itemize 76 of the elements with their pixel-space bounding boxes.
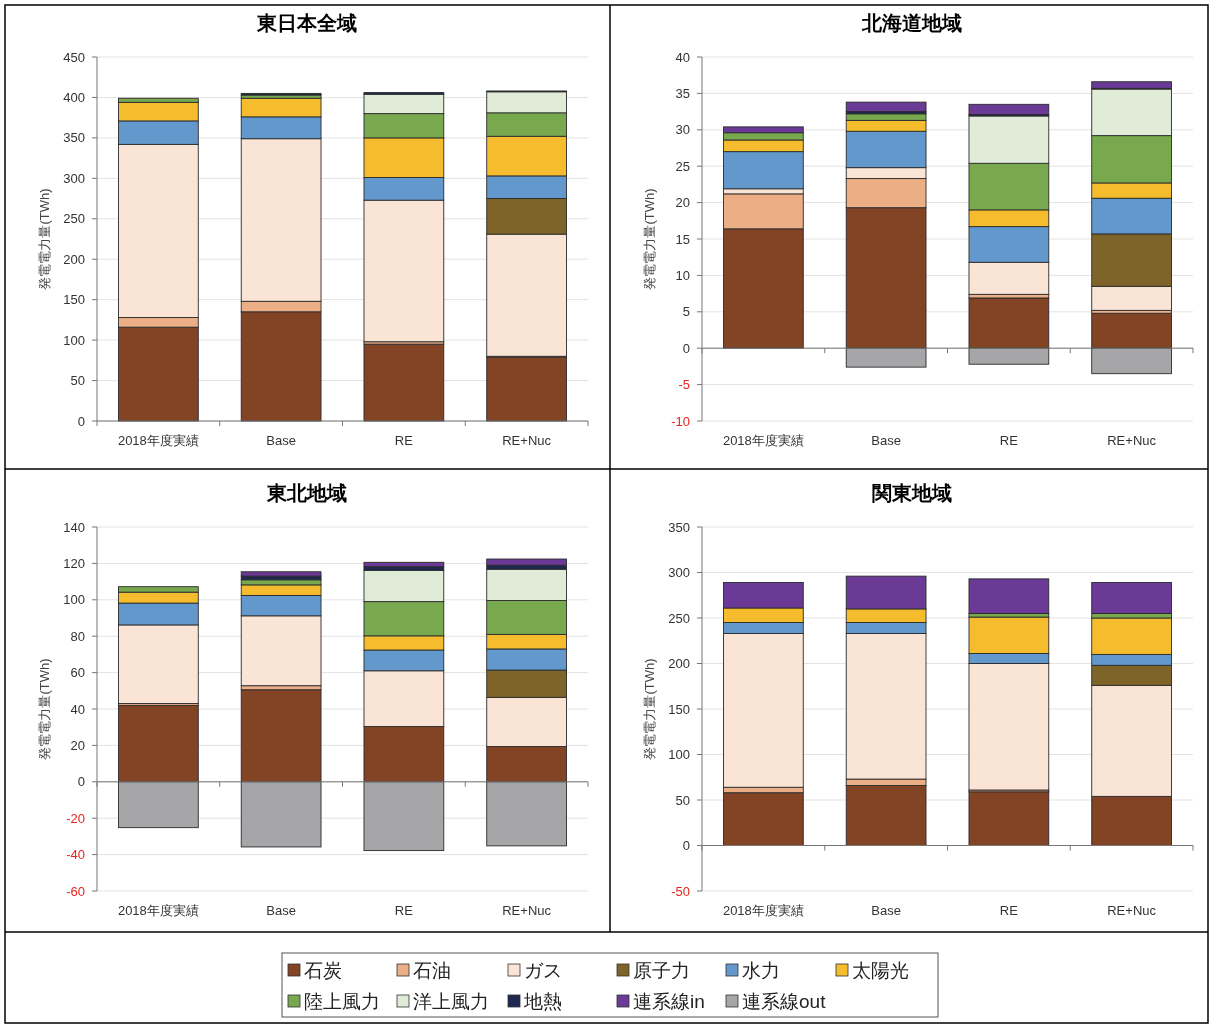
x-tick-label: 2018年度実績 [722, 433, 804, 448]
y-tick-label: 150 [63, 292, 85, 308]
y-tick-label: 100 [668, 747, 690, 762]
y-tick-label: 0 [77, 774, 85, 790]
legend-label: 連系線in [633, 991, 705, 1012]
legend-label: 水力 [742, 960, 780, 981]
chart-title: 北海道地域 [861, 12, 962, 34]
y-axis-title: 発電電力量(TWh) [37, 188, 52, 290]
y-tick-label: 0 [682, 838, 690, 853]
y-tick-label: -50 [671, 883, 690, 899]
y-tick-label: 200 [668, 656, 690, 671]
x-tick-label: Base [871, 903, 901, 918]
y-tick-label: 400 [63, 89, 85, 105]
x-tick-label: RE+Nuc [1107, 903, 1157, 918]
y-tick-label: 0 [682, 340, 690, 356]
y-tick-label: 15 [675, 231, 690, 247]
y-tick-label: 250 [63, 211, 85, 227]
x-tick-label: 2018年度実績 [117, 903, 199, 918]
y-tick-label: 80 [70, 628, 85, 644]
y-tick-label: 250 [668, 610, 690, 626]
y-tick-label: 100 [63, 332, 85, 348]
y-tick-label: 120 [63, 555, 85, 571]
y-axis-title: 発電電力量(TWh) [642, 658, 657, 760]
y-tick-label: -10 [671, 413, 690, 429]
y-tick-label: 5 [682, 304, 690, 320]
y-tick-label: 0 [77, 413, 85, 429]
x-tick-label: Base [266, 903, 296, 918]
y-tick-label: 20 [675, 195, 690, 211]
legend-label: ガス [524, 960, 562, 981]
y-tick-label: 350 [63, 130, 85, 146]
legend-label: 連系線out [742, 991, 827, 1012]
y-tick-label: 60 [70, 665, 85, 681]
y-axis-title: 発電電力量(TWh) [642, 188, 657, 290]
chart-title: 関東地域 [872, 482, 952, 504]
legend-label: 地熱 [523, 991, 562, 1012]
y-tick-label: 300 [668, 565, 690, 580]
y-tick-label: -5 [678, 377, 690, 393]
y-tick-label: 100 [63, 592, 85, 608]
legend-label: 原子力 [633, 960, 690, 981]
y-tick-label: 300 [63, 170, 85, 186]
y-tick-label: 40 [70, 701, 85, 717]
y-tick-label: 450 [63, 49, 85, 65]
legend-label: 石炭 [304, 960, 342, 981]
x-tick-label: RE [999, 433, 1019, 448]
y-tick-label: 350 [668, 519, 690, 535]
chart-title: 東北地域 [266, 482, 347, 504]
y-tick-label: -40 [66, 847, 85, 863]
y-tick-label: 35 [675, 85, 690, 101]
legend-label: 陸上風力 [304, 991, 380, 1012]
legend-label: 太陽光 [852, 960, 909, 981]
x-tick-label: RE [394, 433, 414, 448]
y-axis-title: 発電電力量(TWh) [37, 658, 52, 760]
x-tick-label: RE+Nuc [502, 903, 552, 918]
y-tick-label: 140 [63, 519, 85, 535]
x-tick-label: Base [871, 433, 901, 448]
y-tick-label: 150 [668, 701, 690, 717]
y-tick-label: -20 [66, 810, 85, 826]
y-tick-label: -60 [66, 883, 85, 899]
y-tick-label: 40 [675, 49, 690, 65]
legend-label: 洋上風力 [413, 991, 489, 1012]
y-tick-label: 30 [675, 122, 690, 138]
chart-title: 東日本全域 [256, 12, 357, 34]
y-tick-label: 10 [675, 267, 690, 283]
x-tick-label: 2018年度実績 [722, 903, 804, 918]
legend-label: 石油 [413, 960, 451, 981]
y-tick-label: 20 [70, 737, 85, 753]
x-tick-label: RE [394, 903, 414, 918]
x-tick-label: Base [266, 433, 296, 448]
x-tick-label: RE+Nuc [502, 433, 552, 448]
y-tick-label: 200 [63, 251, 85, 267]
y-tick-label: 50 [70, 373, 85, 389]
x-tick-label: 2018年度実績 [117, 433, 199, 448]
x-tick-label: RE [999, 903, 1019, 918]
y-tick-label: 50 [675, 792, 690, 808]
x-tick-label: RE+Nuc [1107, 433, 1157, 448]
y-tick-label: 25 [675, 158, 690, 174]
